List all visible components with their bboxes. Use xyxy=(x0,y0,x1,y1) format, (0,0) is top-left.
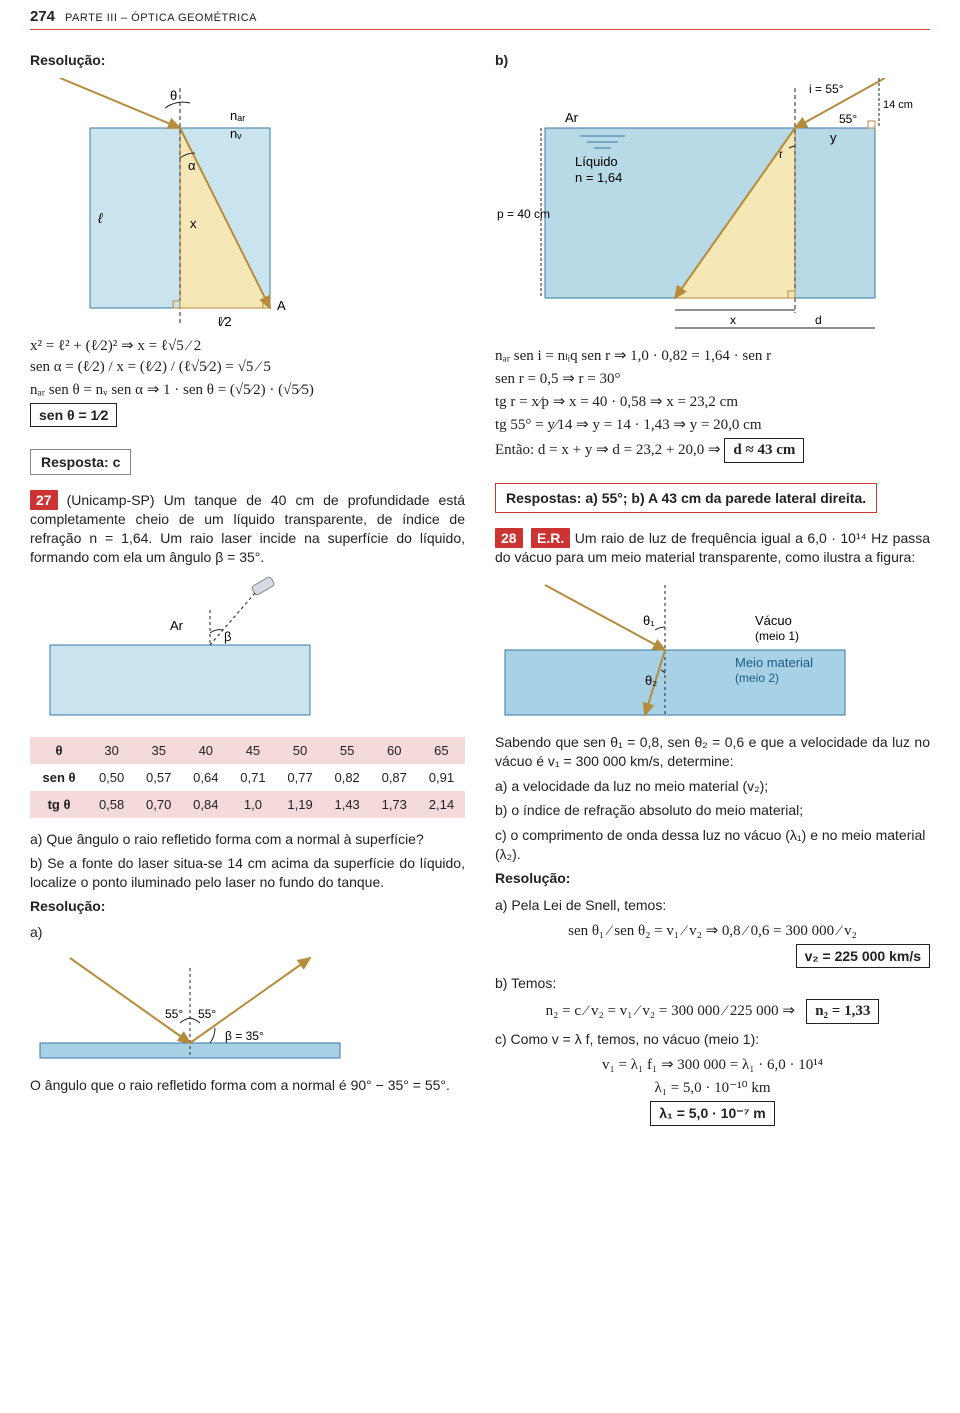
y-label: y xyxy=(830,130,837,145)
p40: p = 40 cm xyxy=(497,207,550,221)
ex27-body: 27 (Unicamp-SP) Um tanque de 40 cm de pr… xyxy=(30,491,465,567)
theta-label: θ xyxy=(170,88,177,103)
b-label: b) xyxy=(495,52,930,68)
ex28-given: Sabendo que sen θ₁ = 0,8, sen θ₂ = 0,6 e… xyxy=(495,733,930,771)
ex28-qb: b) o índice de refração absoluto do meio… xyxy=(495,801,930,820)
trig-row-tg: tg θ 0,580,70 0,841,0 1,191,43 1,732,14 xyxy=(30,791,465,818)
eq-right-1: nₐᵣ sen i = nₗᵢq sen r ⇒ 1,0 · 0,82 = 1,… xyxy=(495,346,930,365)
n2-box: n₂ = 1,33 xyxy=(806,999,879,1024)
ex28-intro: 28 E.R. Um raio de luz de frequência igu… xyxy=(495,529,930,567)
eq-right-4: tg 55° = y⁄14 ⇒ y = 14 · 1,43 ⇒ y = 20,0… xyxy=(495,415,930,434)
meio1-label: (meio 1) xyxy=(755,629,799,643)
eq-right-3: tg r = x⁄p ⇒ x = 40 · 0,58 ⇒ x = 23,2 cm xyxy=(495,392,930,411)
resposta-c-box: Resposta: c xyxy=(30,449,131,475)
eq-left-1: x² = ℓ² + (ℓ⁄2)² ⇒ x = ℓ√5 ⁄ 2 xyxy=(30,336,465,355)
diagram-reflection: 55° 55° β = 35° xyxy=(30,948,465,1068)
A-label: A xyxy=(277,298,286,313)
v2-box: v₂ = 225 000 km/s xyxy=(796,944,930,968)
d43-box: d ≈ 43 cm xyxy=(724,438,804,463)
xlabel: x xyxy=(190,216,197,231)
header-rule xyxy=(30,29,930,30)
eq-right-2: sen r = 0,5 ⇒ r = 30° xyxy=(495,369,930,388)
ex27-final: O ângulo que o raio refletido forma com … xyxy=(30,1076,465,1095)
lambda1-box: λ₁ = 5,0 · 10⁻⁷ m xyxy=(650,1101,775,1126)
meio2-label: (meio 2) xyxy=(735,671,779,685)
ex28-ra-eq: sen θ₁ ⁄ sen θ₂ = v₁ ⁄ v₂ ⇒ 0,8 ⁄ 0,6 = … xyxy=(495,921,930,940)
theta2: θ₂ xyxy=(645,673,657,688)
i55: i = 55° xyxy=(809,82,844,96)
x-bottom: x xyxy=(730,313,736,327)
respostas-box: Respostas: a) 55°; b) A 43 cm da parede … xyxy=(495,483,877,513)
diagram-prism: θ α nₐᵣ nᵥ ℓ x A ℓ⁄2 xyxy=(30,78,465,328)
a55: 55° xyxy=(839,112,857,126)
ex27-text: (Unicamp-SP) Um tanque de 40 cm de profu… xyxy=(30,492,465,565)
ex27-qb: b) Se a fonte do laser situa-se 14 cm ac… xyxy=(30,854,465,892)
cm14: 14 cm xyxy=(883,99,913,111)
liquido: Líquido xyxy=(575,154,618,169)
n164: n = 1,64 xyxy=(575,170,622,185)
meiomat-label: Meio material xyxy=(735,655,813,670)
nar-label: nₐᵣ xyxy=(230,108,245,123)
ell-label: ℓ xyxy=(97,210,103,226)
beta-label: β xyxy=(224,629,231,644)
ell2-label: ℓ⁄2 xyxy=(218,314,232,328)
ex28-qc: c) o comprimento de onda dessa luz no vá… xyxy=(495,826,930,864)
theta1: θ₁ xyxy=(643,613,655,628)
page-number: 274 xyxy=(30,8,55,25)
ang55a: 55° xyxy=(165,1007,183,1021)
ex28-num: 28 xyxy=(495,528,523,548)
ex28-er: E.R. xyxy=(531,528,570,548)
ex28-rb-lead: b) Temos: xyxy=(495,974,930,993)
trig-table: θ 3035 4045 5055 6065 sen θ 0,500,57 0,6… xyxy=(30,737,465,818)
trig-h0: θ xyxy=(30,737,88,764)
eq-right-5: Então: d = x + y ⇒ d = 23,2 + 20,0 ⇒ d ≈… xyxy=(495,438,930,463)
ar-label2: Ar xyxy=(565,110,579,125)
alpha-label: α xyxy=(188,158,196,173)
ex28-rc-eq1: v₁ = λ₁ f₁ ⇒ 300 000 = λ₁ · 6,0 · 10¹⁴ xyxy=(495,1055,930,1074)
r-label: r xyxy=(779,147,783,161)
part-title: PARTE III – ÓPTICA GEOMÉTRICA xyxy=(65,12,257,24)
d-bottom: d xyxy=(815,313,822,327)
resolucao-heading: Resolução: xyxy=(30,52,465,68)
ex28-rb-eq: n₂ = c ⁄ v₂ = v₁ ⁄ v₂ = 300 000 ⁄ 225 00… xyxy=(495,999,930,1024)
eq-left-2: sen α = (ℓ⁄2) / x = (ℓ⁄2) / (ℓ√5⁄2) = √5… xyxy=(30,359,465,376)
ex27-res-heading: Resolução: xyxy=(30,898,465,914)
beta35: β = 35° xyxy=(225,1029,264,1043)
eq-left-box: sen θ = 1⁄2 xyxy=(30,403,117,427)
diagram-refraction-tank: Ar i = 55° 55° 14 cm Líquido n = 1,64 p … xyxy=(495,78,930,338)
trig-row-sen: sen θ 0,500,57 0,640,71 0,770,82 0,870,9… xyxy=(30,764,465,791)
ang55b: 55° xyxy=(198,1007,216,1021)
ex27-num: 27 xyxy=(30,490,58,510)
ex28-rc-lead: c) Como v = λ f, temos, no vácuo (meio 1… xyxy=(495,1030,930,1049)
diagram-vacuum-medium: θ₁ θ₂ Vácuo (meio 1) Meio material (meio… xyxy=(495,575,930,725)
trig-row-theta: θ 3035 4045 5055 6065 xyxy=(30,737,465,764)
ex28-ra-lead: a) Pela Lei de Snell, temos: xyxy=(495,896,930,915)
nv-label: nᵥ xyxy=(230,126,242,141)
diagram-tank-laser: Ar β xyxy=(30,575,465,725)
ex28-qa: a) a velocidade da luz no meio material … xyxy=(495,777,930,796)
ex28-rc-eq2: λ₁ = 5,0 · 10⁻¹⁰ km xyxy=(495,1078,930,1097)
ex27-a-label: a) xyxy=(30,924,465,940)
vacuo-label: Vácuo xyxy=(755,613,792,628)
ex28-res-heading: Resolução: xyxy=(495,870,930,886)
ex27-qa: a) Que ângulo o raio refletido forma com… xyxy=(30,830,465,849)
ar-label: Ar xyxy=(170,618,184,633)
eq-left-3: nₐᵣ sen θ = nᵥ sen α ⇒ 1 · sen θ = (√5⁄2… xyxy=(30,380,465,399)
